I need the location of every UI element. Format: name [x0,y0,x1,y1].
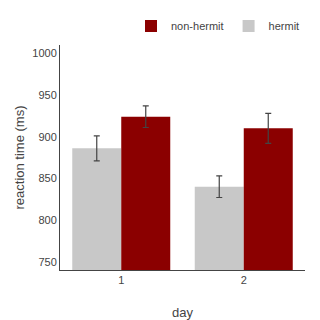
svg-text:day: day [172,305,193,320]
svg-text:2: 2 [241,274,247,286]
svg-text:1000: 1000 [32,47,56,59]
svg-text:900: 900 [38,131,56,143]
svg-text:800: 800 [38,214,56,226]
svg-text:non-hermit: non-hermit [171,20,224,32]
svg-text:reaction time (ms): reaction time (ms) [12,105,27,209]
svg-text:850: 850 [38,172,56,184]
svg-text:750: 750 [38,256,56,268]
svg-text:1: 1 [118,274,124,286]
svg-text:hermit: hermit [269,20,300,32]
svg-text:950: 950 [38,89,56,101]
